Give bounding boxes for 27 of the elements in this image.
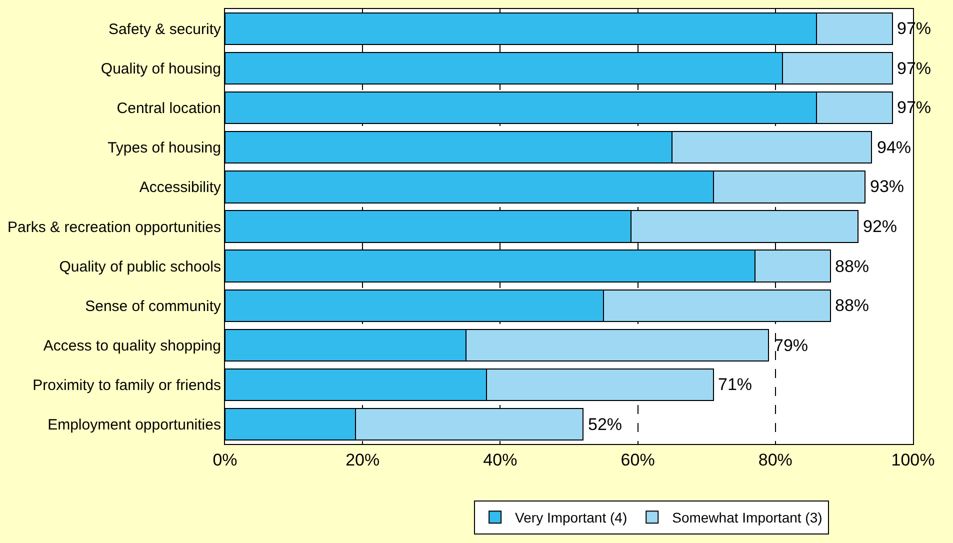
total-label: 88% — [835, 296, 870, 315]
y-tick-label: Employment opportunities — [48, 416, 221, 434]
total-label: 88% — [835, 257, 870, 276]
total-label: 71% — [718, 375, 752, 394]
x-tick-label: 100% — [891, 450, 935, 470]
y-tick-label: Safety & security — [108, 21, 222, 38]
y-tick-label: Accessibility — [139, 179, 222, 196]
x-tick-label: 60% — [620, 450, 655, 470]
legend-label: Very Important (4) — [515, 510, 628, 526]
y-tick-label: Types of housing — [108, 140, 221, 157]
total-label: 79% — [774, 336, 808, 355]
y-tick-label: Access to quality shopping — [43, 337, 221, 354]
y-tick-label: Quality of public schools — [59, 258, 221, 276]
total-label: 93% — [870, 177, 904, 196]
y-tick-label: Central location — [116, 100, 221, 118]
y-tick-label: Quality of housing — [100, 60, 221, 78]
x-tick-label: 80% — [758, 450, 792, 470]
x-tick-label: 20% — [346, 450, 380, 470]
y-tick-label: Parks & recreation opportunities — [8, 218, 221, 236]
y-tick-label: Sense of community — [85, 298, 222, 315]
x-tick-label: 40% — [483, 450, 518, 470]
x-tick-label: 0% — [212, 450, 238, 470]
legend-label: Somewhat Important (3) — [672, 510, 822, 526]
y-tick-label: Proximity to family or friends — [32, 376, 221, 394]
total-label: 52% — [588, 415, 622, 434]
total-label: 94% — [877, 138, 912, 157]
total-label: 92% — [863, 217, 898, 236]
